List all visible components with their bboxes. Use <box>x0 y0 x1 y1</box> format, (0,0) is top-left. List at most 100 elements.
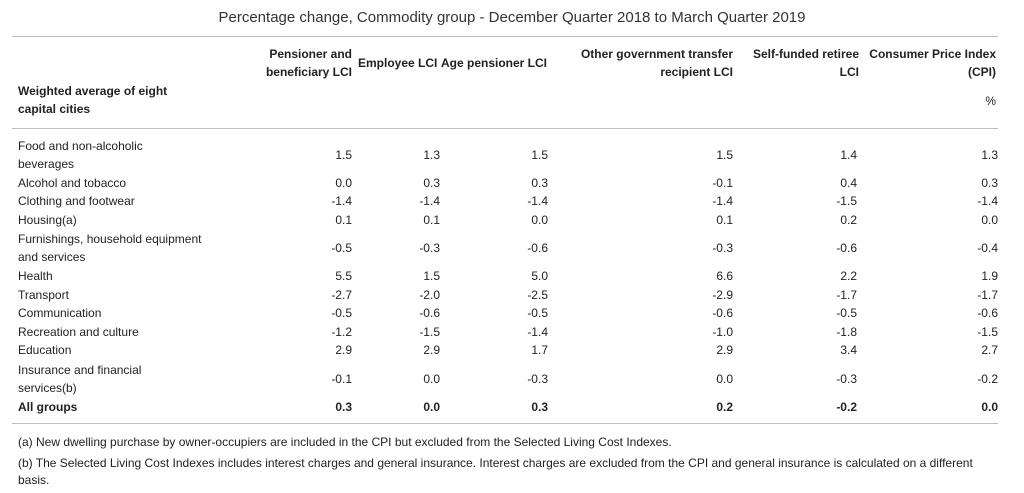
row-label: Furnishings, household equipment and serv… <box>12 229 260 267</box>
value-cell: 0.0 <box>423 371 440 386</box>
row-label-line: and services <box>18 250 86 265</box>
value-cell: -0.1 <box>331 371 352 386</box>
row-label: All groups <box>12 397 260 416</box>
row-label-line: Health <box>18 269 53 284</box>
col-header-line: beneficiary LCI <box>265 65 352 79</box>
col-header-line: Self-funded retiree <box>752 47 859 61</box>
value-cell: 5.5 <box>335 269 352 284</box>
value-cell: -1.5 <box>836 194 857 209</box>
value-cell: 0.0 <box>423 399 440 414</box>
row-label: Clothing and footwear <box>12 192 260 211</box>
value-cell: -0.3 <box>712 241 733 256</box>
value-cell: 2.7 <box>981 343 998 358</box>
bottom-divider <box>12 423 998 424</box>
table-row: Alcohol and tobacco 0.0 0.3 0.3 -0.1 0.4 0.3 <box>12 174 998 193</box>
value-cell: 1.5 <box>423 269 440 284</box>
table-row: Recreation and culture -1.2 -1.5 -1.4 -1.0 -1… <box>12 323 998 342</box>
value-cell: -1.4 <box>527 324 548 339</box>
row-label: Housing(a) <box>12 211 260 230</box>
value-cell: 1.7 <box>531 343 548 358</box>
value-cell: -2.5 <box>527 287 548 302</box>
table-row: Health 5.5 1.5 5.0 6.6 2.2 1.9 <box>12 267 998 286</box>
value-cell: 0.1 <box>716 212 733 227</box>
table-row: Furnishings, household equipment and serv… <box>12 229 998 267</box>
value-cell: 2.9 <box>335 343 352 358</box>
col-header-self-funded: Self-funded retiree LCI <box>735 45 859 81</box>
value-cell: 0.0 <box>716 371 733 386</box>
row-label-line: Alcohol and tobacco <box>18 175 127 190</box>
row-label-line: Housing(a) <box>18 212 77 227</box>
col-header-cpi: Consumer Price Index (CPI) <box>852 45 996 81</box>
data-table: Food and non-alcoholic beverages 1.5 1.3 1.5… <box>12 136 998 416</box>
value-cell: 0.2 <box>716 399 733 414</box>
value-cell: 0.2 <box>840 212 857 227</box>
row-header-label: Weighted average of eight capital cities <box>18 82 188 118</box>
value-cell: 2.9 <box>716 343 733 358</box>
table-body: Food and non-alcoholic beverages 1.5 1.3 1.5… <box>12 136 998 416</box>
col-header-other-gov: Other government transfer recipient LCI <box>560 45 733 81</box>
footnote-b-continued: basis. <box>18 473 50 487</box>
value-cell: 2.2 <box>840 269 857 284</box>
value-cell: -0.5 <box>527 306 548 321</box>
row-label: Education <box>12 341 260 360</box>
col-header-line: Consumer Price Index <box>869 47 996 61</box>
value-cell: 1.3 <box>981 147 998 162</box>
value-cell: 0.4 <box>840 175 857 190</box>
value-cell: 0.3 <box>423 175 440 190</box>
row-label: Food and non-alcoholic beverages <box>12 136 260 174</box>
row-label-line: Clothing and footwear <box>18 194 135 209</box>
value-cell: -0.5 <box>331 306 352 321</box>
value-cell: 0.3 <box>531 175 548 190</box>
value-cell: -0.1 <box>712 175 733 190</box>
value-cell: 6.6 <box>716 269 733 284</box>
value-cell: -1.4 <box>977 194 998 209</box>
value-cell: -0.2 <box>836 399 857 414</box>
table-row: Housing(a) 0.1 0.1 0.0 0.1 0.2 0.0 <box>12 211 998 230</box>
row-label-line: All groups <box>18 399 78 414</box>
value-cell: -0.6 <box>836 241 857 256</box>
value-cell: -1.8 <box>836 324 857 339</box>
row-label-line: Recreation and culture <box>18 324 139 339</box>
row-label-line: services(b) <box>18 380 77 395</box>
value-cell: -0.3 <box>836 371 857 386</box>
table-title: Percentage change, Commodity group - Dec… <box>218 9 806 26</box>
col-header-pensioner: Pensioner and beneficiary LCI <box>232 45 352 81</box>
unit-label: % <box>985 94 996 108</box>
value-cell: -1.4 <box>527 194 548 209</box>
row-label-line: Insurance and financial <box>18 362 142 377</box>
col-header-line: Other government transfer <box>580 47 733 61</box>
table-row: Clothing and footwear -1.4 -1.4 -1.4 -1.4 -1.… <box>12 192 998 211</box>
value-cell: 2.9 <box>423 343 440 358</box>
value-cell: 5.0 <box>531 269 548 284</box>
footnote-a: (a) New dwelling purchase by owner-occup… <box>18 435 672 449</box>
row-header-line: Weighted average of eight <box>18 84 168 98</box>
col-header-line: Employee LCI <box>358 56 438 70</box>
value-cell: -0.6 <box>977 306 998 321</box>
row-label: Insurance and financial services(b) <box>12 360 260 398</box>
value-cell: 1.3 <box>423 147 440 162</box>
value-cell: 0.0 <box>981 212 998 227</box>
value-cell: -0.3 <box>419 241 440 256</box>
col-header-age-pensioner: Age pensioner LCI <box>441 54 561 72</box>
table-row: Education 2.9 2.9 1.7 2.9 3.4 2.7 <box>12 341 998 360</box>
table-row: Insurance and financial services(b) -0.1 0.… <box>12 360 998 398</box>
value-cell: -0.4 <box>977 241 998 256</box>
value-cell: -1.5 <box>419 324 440 339</box>
row-label: Recreation and culture <box>12 323 260 342</box>
value-cell: -0.6 <box>419 306 440 321</box>
value-cell: 1.4 <box>840 147 857 162</box>
value-cell: -2.9 <box>712 287 733 302</box>
value-cell: 0.3 <box>531 399 548 414</box>
col-header-line: LCI <box>839 65 859 79</box>
row-label-line: Furnishings, household equipment <box>18 232 202 247</box>
value-cell: -1.5 <box>977 324 998 339</box>
header-divider <box>12 128 998 129</box>
col-header-line: recipient LCI <box>660 65 733 79</box>
row-label-line: Education <box>18 343 72 358</box>
value-cell: -0.6 <box>712 306 733 321</box>
row-label: Transport <box>12 285 260 304</box>
value-cell: 0.0 <box>335 175 352 190</box>
value-cell: 0.3 <box>335 399 352 414</box>
value-cell: 0.1 <box>423 212 440 227</box>
